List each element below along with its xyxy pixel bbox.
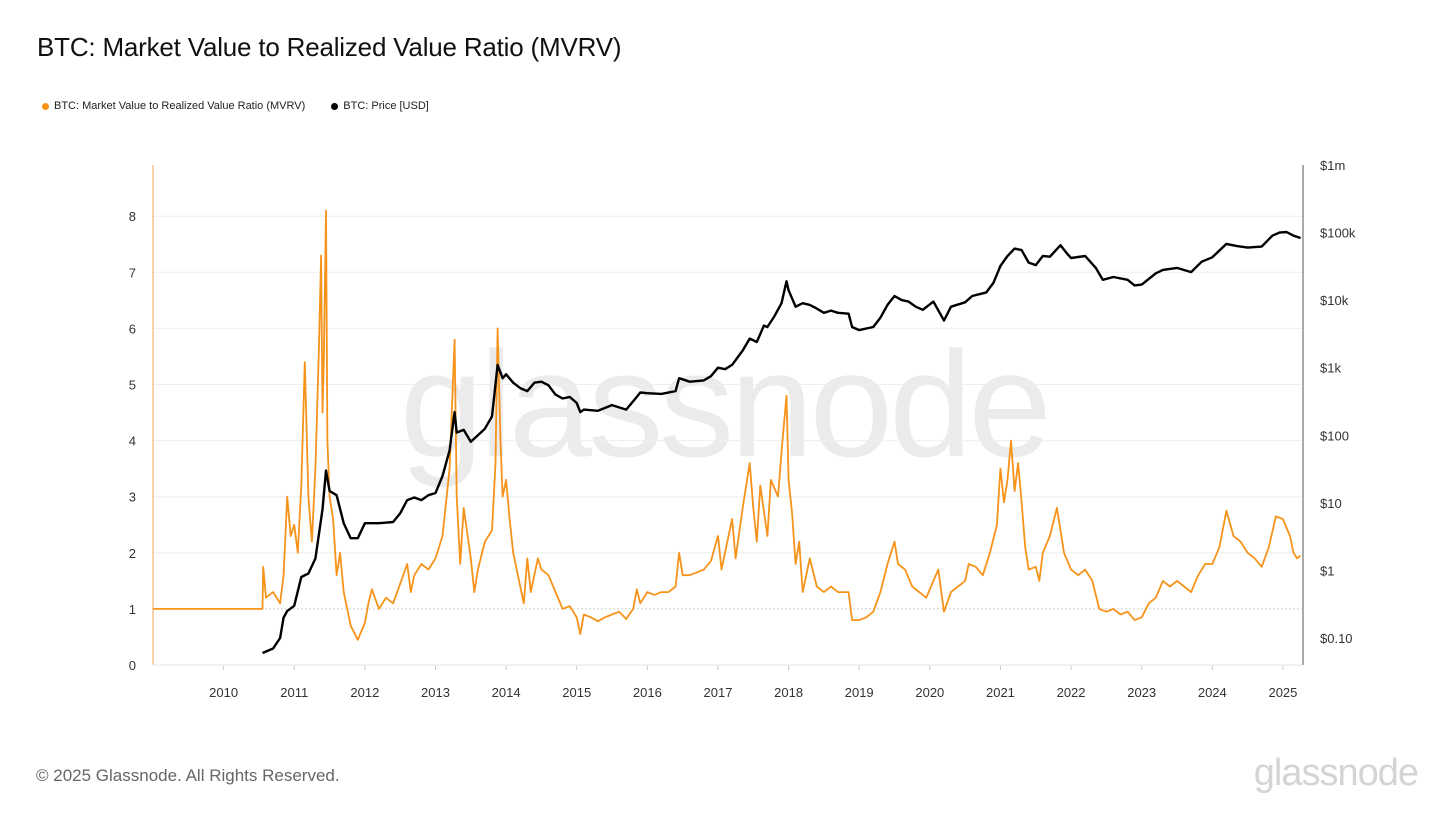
x-axis-tick-label: 2017 [704,685,733,700]
legend-label-mvrv: BTC: Market Value to Realized Value Rati… [54,100,306,112]
x-axis-tick-label: 2012 [350,685,379,700]
right-axis-tick-label: $10 [1320,496,1342,511]
right-axis-tick-label: $1k [1320,361,1341,376]
x-axis-tick-label: 2020 [915,685,944,700]
right-axis-tick-label: $100 [1320,428,1349,443]
price-line [262,230,1301,655]
right-axis-tick-label: $1 [1320,563,1334,578]
x-axis-tick-label: 2019 [845,685,874,700]
chart-title: BTC: Market Value to Realized Value Rati… [37,32,622,62]
left-axis-tick-label: 8 [129,209,136,224]
legend-dot-price [331,102,339,110]
glassnode-logo: glassnode [1253,752,1419,794]
right-axis-tick-label: $100k [1320,226,1356,241]
left-axis-tick-label: 5 [129,378,136,393]
left-axis-tick-label: 1 [129,602,136,617]
x-axis-tick-label: 2016 [633,685,662,700]
right-axis-tick-label: $1m [1320,158,1345,173]
x-axis-tick-label: 2022 [1057,685,1086,700]
left-axis-tick-label: 4 [129,434,136,449]
x-axis-tick-label: 2010 [209,685,238,700]
left-axis-tick-label: 6 [129,321,136,336]
copyright-footer: © 2025 Glassnode. All Rights Reserved. [36,766,340,785]
left-axis-tick-label: 0 [129,658,136,673]
left-axis-tick-label: 2 [129,546,136,561]
watermark: glassnode [400,320,1052,488]
x-axis-tick-label: 2024 [1198,685,1227,700]
x-axis-tick-label: 2014 [492,685,521,700]
left-axis-tick-label: 7 [129,265,136,280]
right-axis-tick-label: $0.10 [1320,631,1353,646]
legend-item-mvrv[interactable]: BTC: Market Value to Realized Value Rati… [42,100,305,112]
x-axis-tick-label: 2025 [1268,685,1297,700]
legend-label-price: BTC: Price [USD] [343,100,429,112]
legend: BTC: Market Value to Realized Value Rati… [42,100,429,112]
x-axis-tick-label: 2015 [562,685,591,700]
x-axis-tick-label: 2021 [986,685,1015,700]
legend-dot-mvrv [42,102,49,110]
x-axis-tick-label: 2011 [280,685,308,700]
right-axis-tick-label: $10k [1320,293,1349,308]
x-axis-tick-label: 2018 [774,685,803,700]
mvrv-line [153,209,1302,641]
legend-item-price[interactable]: BTC: Price [USD] [331,100,429,112]
x-axis-tick-label: 2023 [1127,685,1156,700]
left-axis-tick-label: 3 [129,490,136,505]
x-axis-tick-label: 2013 [421,685,450,700]
